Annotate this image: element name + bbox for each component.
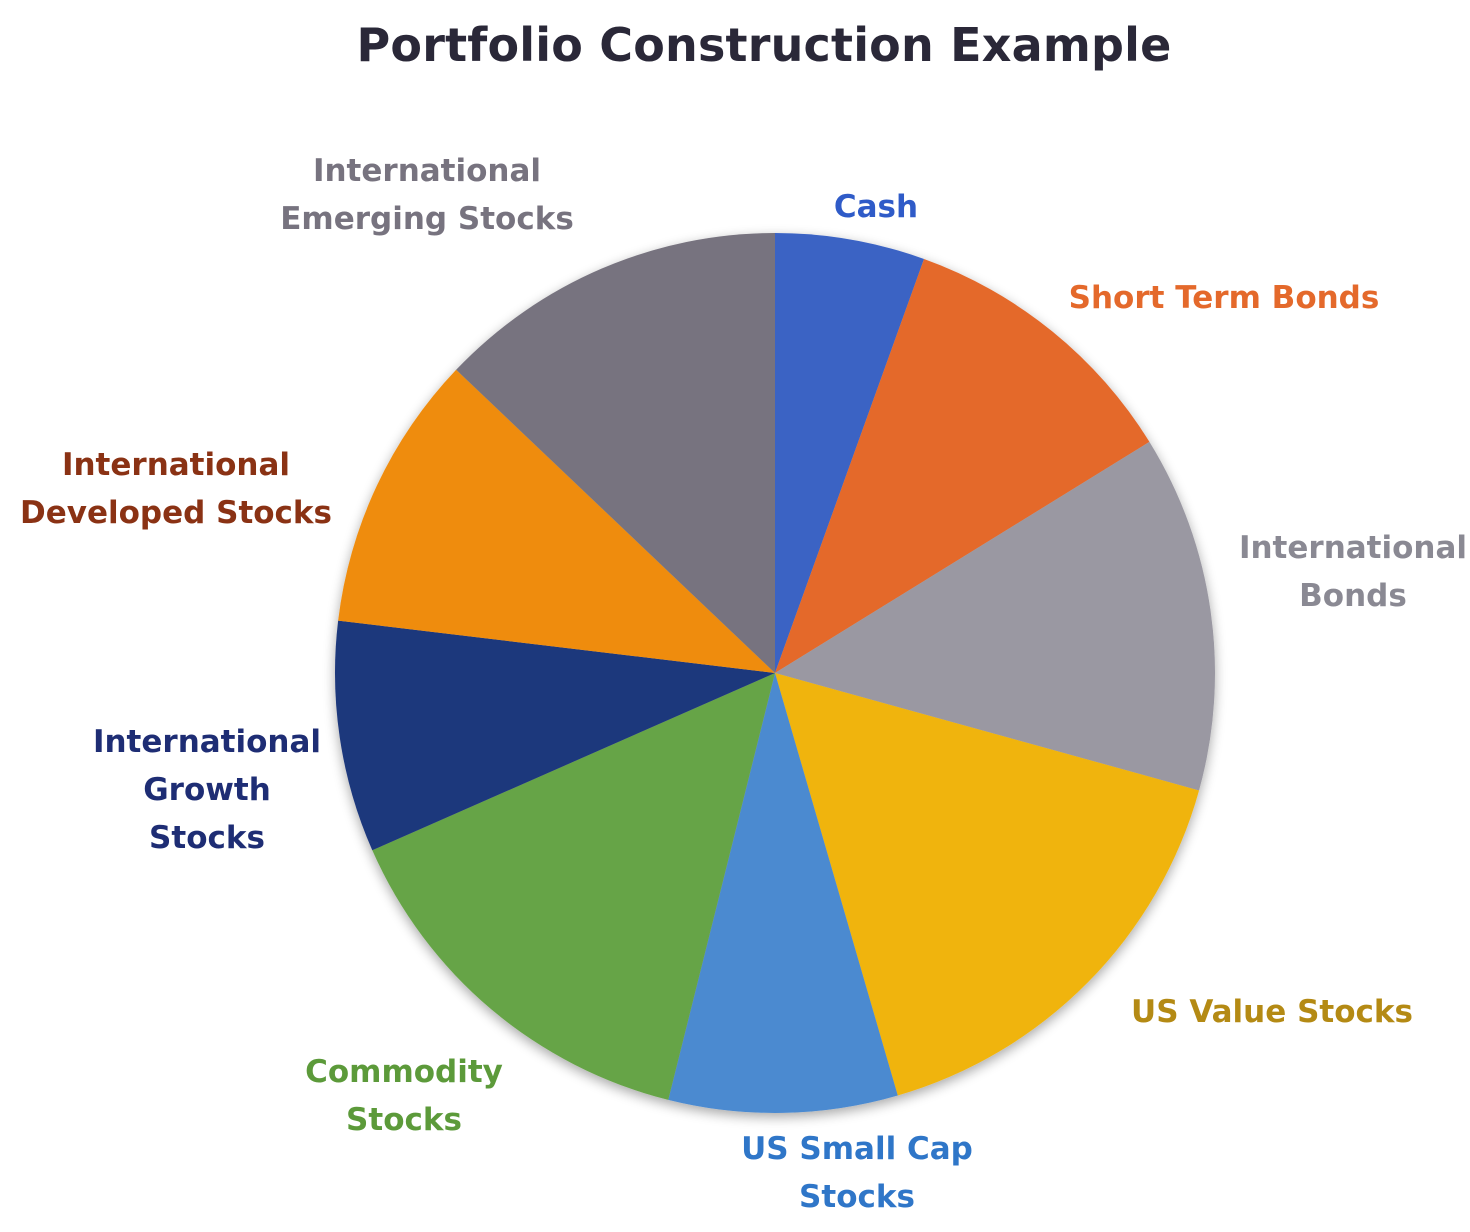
pie-slice-short-term-bonds [775, 259, 1150, 673]
pie-slice-international-developed-stocks [338, 369, 775, 673]
pie-slice-cash [775, 232, 925, 673]
pie-slice-commodity-stocks [372, 673, 775, 1100]
pie-slice-international-growth-stocks [334, 620, 775, 851]
pie-labels: Cash Short Term Bonds International Bonds US… [20, 153, 1467, 1215]
slice-label: US Value Stocks [1131, 994, 1413, 1030]
pie-slice-us-value-stocks [775, 673, 1200, 1096]
pie-slice-us-small-cap-stocks [668, 673, 898, 1114]
slice-label: Short Term Bonds [1069, 280, 1380, 316]
pie-slice-international-bonds [775, 441, 1216, 791]
slice-label: International Growth Stocks [93, 724, 321, 856]
pie-slices [334, 232, 1216, 1114]
slice-label: Cash [834, 189, 918, 225]
pie-slice-international-emerging-stocks [456, 233, 775, 673]
slice-label: US Small Cap Stocks [741, 1131, 973, 1215]
slice-label: International Developed Stocks [20, 447, 332, 531]
chart-title: Portfolio Construction Example [356, 18, 1172, 72]
slice-label: International Emerging Stocks [280, 153, 574, 237]
slice-label: Commodity Stocks [305, 1054, 503, 1138]
slice-label: International Bonds [1239, 530, 1467, 614]
